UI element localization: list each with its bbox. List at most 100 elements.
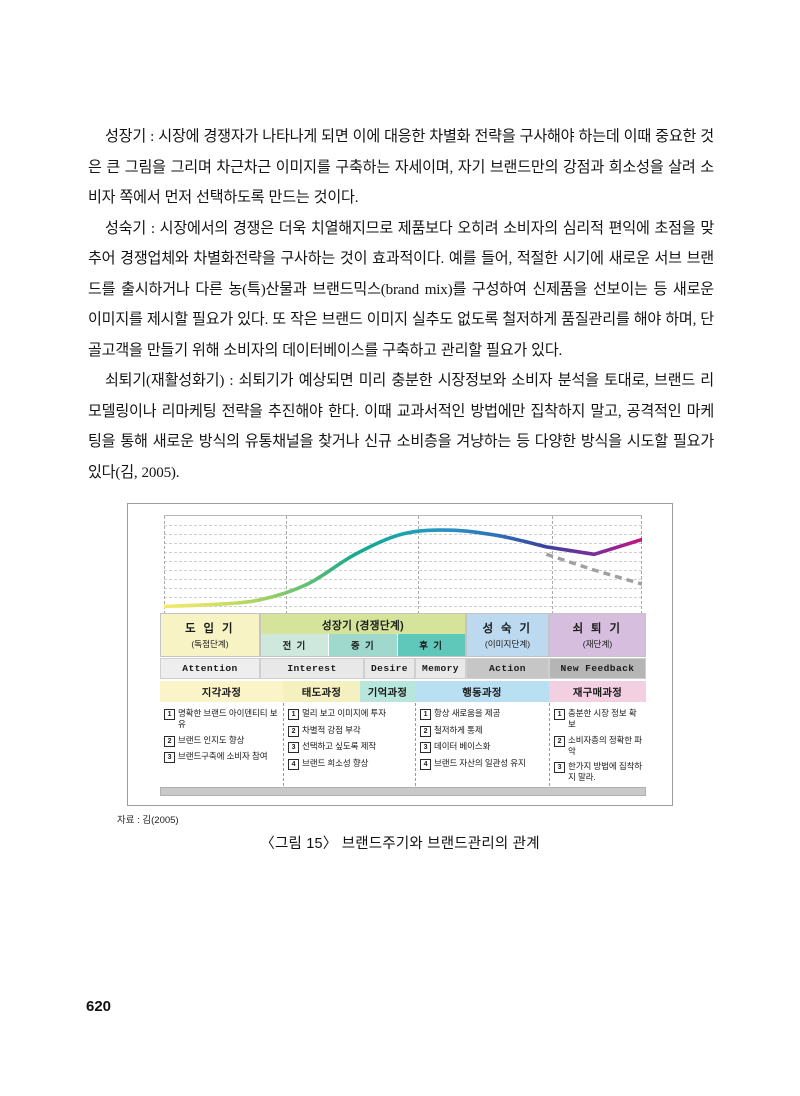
bullet-item: 3 브랜드구축에 소비자 참여: [164, 751, 280, 763]
stage-title: 도 입 기: [185, 623, 235, 635]
bullet-column: 1 항상 새로움을 제공 2 철저하게 통제 3 데이터 베이스화 4 브랜드 자산의 일관성…: [415, 703, 549, 786]
process-cell[interactable]: 기억과정: [360, 681, 415, 702]
bullet-number-icon: 4: [420, 758, 431, 770]
process-cell[interactable]: 행동과정: [415, 681, 549, 702]
stage-subtitle: (이미지단계): [484, 639, 531, 649]
gridline-h: [164, 570, 642, 571]
lifecycle-curve: [164, 528, 642, 609]
bullet-item: 2 소비자층의 정확한 파악: [554, 735, 643, 757]
bullet-text: 데이터 베이스화: [434, 741, 491, 751]
aidma-cell[interactable]: Attention: [160, 658, 260, 679]
aidma-cell[interactable]: New Feedback: [549, 658, 646, 679]
bullet-number-icon: 2: [164, 735, 175, 747]
brand-lifecycle-line: [164, 528, 642, 609]
aidma-cell[interactable]: Desire: [364, 658, 415, 679]
process-cell[interactable]: 재구매과정: [549, 681, 646, 702]
bullet-number-icon: 3: [554, 762, 565, 773]
body-text: 성장기 : 시장에 경쟁자가 나타나게 되면 이에 대응한 차별화 전략을 구사…: [88, 122, 714, 488]
bullet-text: 항상 새로움을 제공: [434, 708, 501, 718]
bullet-number-icon: 3: [420, 742, 431, 753]
gridline-v: [418, 516, 419, 614]
bullet-number-icon: 1: [164, 709, 175, 720]
stage-title: 성 숙 기: [482, 623, 533, 635]
paragraph-decline: 쇠퇴기(재활성화기) : 쇠퇴기가 예상되면 미리 충분한 시장정보와 소비자 …: [88, 373, 714, 481]
bullet-item: 1 멀리 보고 이미지에 투자: [288, 708, 412, 720]
bullet-text: 브랜드 희소성 향상: [302, 757, 369, 768]
bullet-item: 2 브랜드 인지도 향상: [164, 735, 280, 747]
gridline-h: [164, 597, 642, 598]
bullet-number-icon: 1: [420, 709, 431, 720]
stage-subtitle: (재단계): [582, 639, 613, 649]
aidma-cell[interactable]: Memory: [415, 658, 466, 679]
bullet-item: 1 명확한 브랜드 아이덴티티 보유: [164, 708, 280, 730]
gridline-h: [164, 579, 642, 580]
decline-dashed-line: [545, 552, 642, 586]
bullet-text: 브랜드 자산의 일관성 유지: [434, 757, 526, 768]
bullet-item: 4 브랜드 희소성 향상: [288, 758, 412, 770]
stage-cell[interactable]: 도 입 기 (독점단계): [160, 613, 260, 657]
bullet-text: 한가지 방법에 집착하지 말라.: [568, 761, 643, 782]
aidma-cell[interactable]: Action: [466, 658, 549, 679]
bullet-item: 3 선택하고 싶도록 제작: [288, 741, 412, 753]
bullet-text: 충분한 시장 정보 확보: [568, 708, 637, 729]
aidma-row: Attention Interest Desire Memory Action New F…: [160, 658, 646, 679]
bullet-number-icon: 2: [554, 735, 565, 747]
stage-cell[interactable]: 쇠 퇴 기 (재단계): [549, 613, 646, 657]
bullet-text: 명확한 브랜드 아이덴티티 보유: [178, 708, 278, 729]
page-number: 620: [86, 998, 112, 1015]
gridline-v: [552, 516, 553, 614]
lifecycle-chart: [164, 515, 642, 614]
bullet-item: 3 데이터 베이스화: [420, 741, 546, 753]
bullets-row: 1 명확한 브랜드 아이덴티티 보유 2 브랜드 인지도 향상 3 브랜드구축에 소비자 …: [160, 703, 646, 786]
bullet-item: 2 차별적 강점 부각: [288, 725, 412, 737]
bullet-item: 3 한가지 방법에 집착하지 말라.: [554, 761, 643, 783]
gridline-h: [164, 561, 642, 562]
process-cell[interactable]: 태도과정: [283, 681, 360, 702]
substage-cell[interactable]: 중 기: [328, 634, 397, 656]
bullet-item: 4 브랜드 자산의 일관성 유지: [420, 758, 546, 770]
figure-source: 자료 : 김(2005): [117, 815, 179, 826]
gridline-h: [164, 588, 642, 589]
bullet-column: 1 멀리 보고 이미지에 투자 2 차별적 강점 부각 3 선택하고 싶도록 제작 4 브랜드…: [283, 703, 415, 786]
bullet-item: 1 항상 새로움을 제공: [420, 708, 546, 720]
stage-subtitle: (독점단계): [191, 639, 229, 649]
gridline-h: [164, 543, 642, 544]
bullet-number-icon: 1: [554, 709, 565, 720]
aidma-cell[interactable]: Interest: [260, 658, 364, 679]
gridline-v: [641, 516, 642, 614]
gridline-v: [164, 516, 165, 614]
gridline-h: [164, 525, 642, 526]
bullet-text: 소비자층의 정확한 파악: [568, 734, 643, 756]
bullet-number-icon: 2: [288, 725, 299, 737]
paragraph-growth: 성장기 : 시장에 경쟁자가 나타나게 되면 이에 대응한 차별화 전략을 구사…: [88, 129, 714, 206]
paragraph-maturity: 성숙기 : 시장에서의 경쟁은 더욱 치열해지므로 제품보다 오히려 소비자의 …: [88, 220, 714, 359]
substage-cell[interactable]: 후 기: [396, 634, 465, 656]
bullet-text: 브랜드 인지도 향상: [178, 734, 245, 745]
substage-cell[interactable]: 전 기: [261, 634, 329, 656]
process-cell[interactable]: 지각과정: [160, 681, 283, 702]
stage-title: 쇠 퇴 기: [572, 623, 623, 635]
bullet-number-icon: 3: [288, 742, 299, 753]
table-footer-bar: [160, 787, 646, 796]
bullet-item: 1 충분한 시장 정보 확보: [554, 708, 643, 730]
gridline-h: [164, 552, 642, 553]
bullet-number-icon: 3: [164, 752, 175, 763]
gridline-h: [164, 606, 642, 607]
bullet-number-icon: 4: [288, 758, 299, 770]
bullet-text: 선택하고 싶도록 제작: [302, 741, 377, 751]
bullet-number-icon: 2: [420, 725, 431, 737]
bullet-text: 브랜드구축에 소비자 참여: [178, 751, 268, 761]
gridline-v: [286, 516, 287, 614]
figure-caption: 〈그림 15〉 브랜드주기와 브랜드관리의 관계: [260, 836, 540, 852]
stage-title: 성장기 (경쟁단계): [321, 619, 405, 632]
bullet-number-icon: 1: [288, 709, 299, 720]
stage-cell[interactable]: 성 숙 기 (이미지단계): [466, 613, 549, 657]
bullet-text: 차별적 강점 부각: [302, 724, 361, 735]
process-row: 지각과정 태도과정 기억과정 행동과정 재구매과정: [160, 681, 646, 702]
